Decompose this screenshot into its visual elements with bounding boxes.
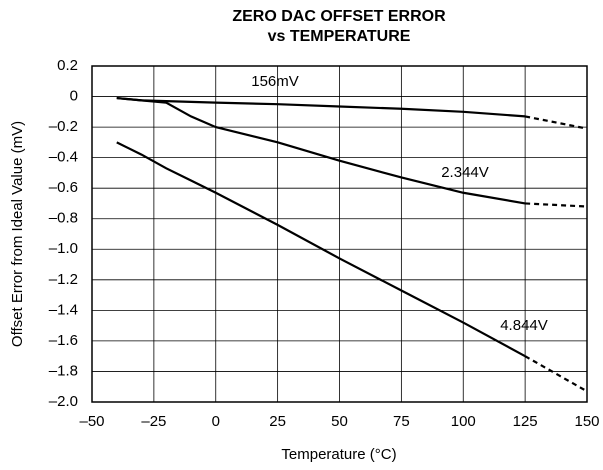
chart-title: vs TEMPERATURE: [268, 28, 411, 45]
y-tick-label: –0.6: [49, 179, 78, 196]
x-tick-label: 25: [269, 413, 286, 430]
series-label: 156mV: [251, 73, 299, 90]
series-line: [116, 96, 526, 118]
y-tick-label: 0: [70, 88, 78, 105]
x-tick-label: 0: [212, 413, 220, 430]
y-tick-label: –1.8: [49, 362, 78, 379]
x-tick-label: 125: [513, 413, 538, 430]
y-tick-label: –0.2: [49, 118, 78, 135]
y-tick-label: –2.0: [49, 393, 78, 410]
chart-title: ZERO DAC OFFSET ERROR: [232, 8, 446, 25]
x-tick-label: 150: [574, 413, 599, 430]
y-tick-label: –1.4: [49, 301, 78, 318]
series-line: [525, 202, 588, 208]
series-label: 2.344V: [441, 164, 489, 181]
series-line: [524, 115, 588, 130]
series-line: [116, 141, 526, 358]
x-axis-label: Temperature (°C): [281, 446, 396, 463]
plot-frame: [91, 65, 588, 403]
x-tick-label: –50: [79, 413, 104, 430]
series-line: [524, 355, 588, 393]
y-tick-label: –1.2: [49, 271, 78, 288]
x-tick-label: 75: [393, 413, 410, 430]
y-tick-label: –1.0: [49, 240, 78, 257]
y-tick-label: –0.8: [49, 210, 78, 227]
x-tick-label: 50: [331, 413, 348, 430]
x-tick-label: –25: [141, 413, 166, 430]
y-tick-label: –0.4: [49, 149, 78, 166]
y-tick-label: 0.2: [57, 57, 78, 74]
series-line: [116, 96, 526, 205]
y-tick-label: –1.6: [49, 332, 78, 349]
y-axis-label: Offset Error from Ideal Value (mV): [9, 121, 26, 347]
x-tick-label: 100: [451, 413, 476, 430]
series-label: 4.844V: [500, 317, 548, 334]
